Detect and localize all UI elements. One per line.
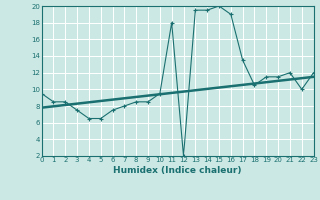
X-axis label: Humidex (Indice chaleur): Humidex (Indice chaleur) [113,166,242,175]
